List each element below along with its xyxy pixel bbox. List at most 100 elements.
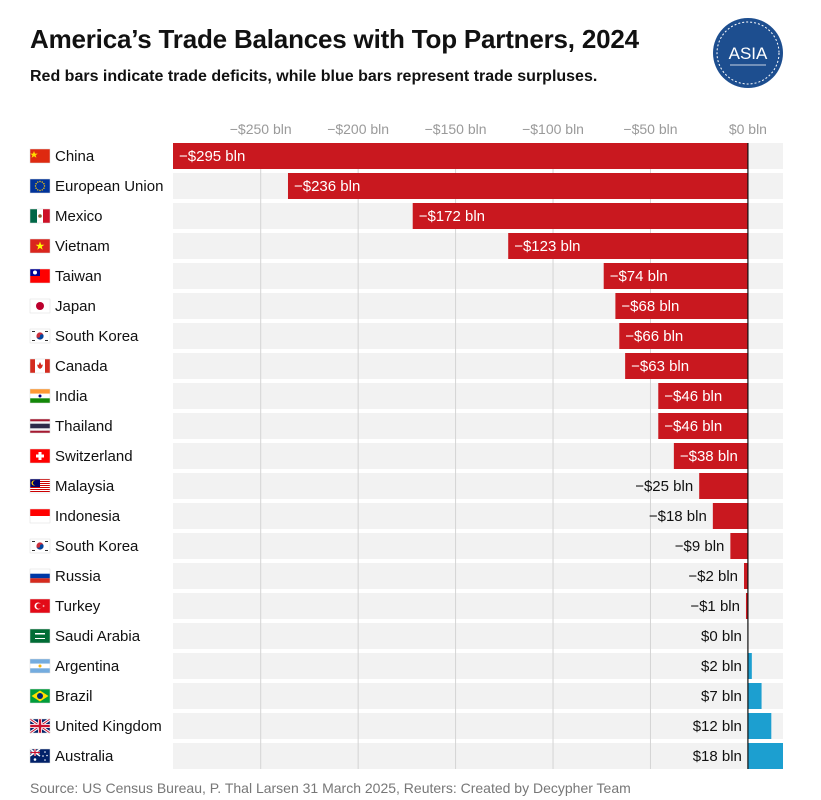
row-background	[173, 563, 783, 589]
data-label: $2 bln	[701, 658, 742, 675]
india-flag	[29, 388, 51, 404]
flag-border	[29, 178, 51, 194]
japan-flag	[29, 298, 51, 314]
bar	[412, 203, 748, 229]
data-label: −$25 bln	[635, 478, 693, 495]
flag-border	[29, 418, 51, 434]
flag-part	[32, 480, 38, 486]
flag-part	[34, 185, 37, 187]
flag-part	[30, 489, 50, 490]
flag-part	[32, 550, 35, 551]
flag-part	[44, 751, 46, 753]
row-background	[173, 533, 783, 559]
category-label: Switzerland	[55, 448, 133, 465]
flag-part	[44, 759, 46, 761]
row-background	[173, 623, 783, 649]
mexico-flag	[29, 208, 51, 224]
flag-part	[30, 509, 50, 516]
flag-part	[32, 340, 35, 341]
tick-label: $0 bln	[729, 121, 767, 137]
flag-part	[38, 394, 42, 398]
bar	[658, 413, 748, 439]
data-label: −$18 bln	[649, 508, 707, 525]
flag-part	[30, 724, 50, 728]
bar	[658, 383, 748, 409]
flag-part	[30, 179, 50, 193]
flag-part	[38, 214, 42, 218]
flag-part	[42, 755, 44, 757]
source-note: Source: US Census Bureau, P. Thal Larsen…	[30, 780, 631, 796]
flag-part	[30, 398, 50, 403]
data-label: $7 bln	[701, 688, 742, 705]
category-label: European Union	[55, 178, 163, 195]
bar	[603, 263, 748, 289]
flag-border	[29, 208, 51, 224]
flag-part	[33, 270, 37, 275]
flag-part	[32, 331, 35, 332]
category-label: Brazil	[55, 688, 93, 705]
australia-flag	[29, 748, 51, 764]
category-label: Taiwan	[55, 268, 102, 285]
data-label: −$38 bln	[680, 448, 738, 465]
flag-border	[29, 628, 51, 644]
bar	[745, 593, 748, 619]
united-kingdom-flag	[29, 717, 51, 735]
category-label: United Kingdom	[55, 718, 162, 735]
flag-part	[43, 187, 45, 189]
category-label: South Korea	[55, 328, 139, 345]
data-label: $18 bln	[693, 748, 742, 765]
russia-flag	[29, 568, 51, 584]
flag-border	[29, 688, 51, 704]
flag-border	[29, 508, 51, 524]
flag-part	[35, 633, 45, 635]
flag-border	[29, 238, 51, 254]
flag-border	[29, 328, 51, 344]
data-label: −$236 bln	[294, 178, 360, 195]
flag-border	[29, 748, 51, 764]
indonesia-flag	[29, 508, 51, 524]
category-label: Mexico	[55, 208, 103, 225]
data-label: −$46 bln	[664, 418, 722, 435]
south-korea-flag	[29, 538, 51, 554]
row-background	[173, 503, 783, 529]
category-label: Canada	[55, 358, 108, 375]
bar	[747, 683, 762, 709]
flag-part	[37, 693, 43, 699]
flag-part	[36, 544, 44, 550]
flag-part	[36, 302, 44, 310]
data-label: −$63 bln	[631, 358, 689, 375]
flag-part	[36, 454, 44, 458]
turkey-flag	[29, 598, 51, 614]
category-label: Malaysia	[55, 478, 115, 495]
flag-part	[39, 189, 41, 192]
switzerland-flag	[29, 448, 51, 464]
data-label: −$9 bln	[675, 538, 725, 555]
bar	[619, 323, 748, 349]
flag-part	[30, 516, 50, 523]
flag-part	[30, 151, 38, 158]
flag-part	[30, 569, 50, 574]
category-label: South Korea	[55, 538, 139, 555]
argentina-flag	[29, 658, 51, 674]
flag-part	[42, 604, 45, 608]
data-label: −$46 bln	[664, 388, 722, 405]
flag-part	[33, 758, 37, 761]
bar	[744, 563, 748, 589]
bar	[673, 443, 748, 469]
flag-part	[30, 423, 50, 429]
flag-part	[37, 362, 43, 369]
flag-part	[30, 492, 50, 493]
flag-border	[29, 358, 51, 374]
flag-part	[30, 668, 50, 673]
flag-part	[36, 334, 44, 340]
flag-border	[29, 568, 51, 584]
flag-part	[37, 189, 39, 191]
category-label: Saudi Arabia	[55, 628, 141, 645]
eu-flag	[29, 178, 51, 194]
flag-part	[30, 490, 50, 491]
china-flag	[29, 148, 51, 164]
data-label: −$68 bln	[621, 298, 679, 315]
flag-border	[29, 658, 51, 674]
thailand-flag	[29, 418, 51, 434]
